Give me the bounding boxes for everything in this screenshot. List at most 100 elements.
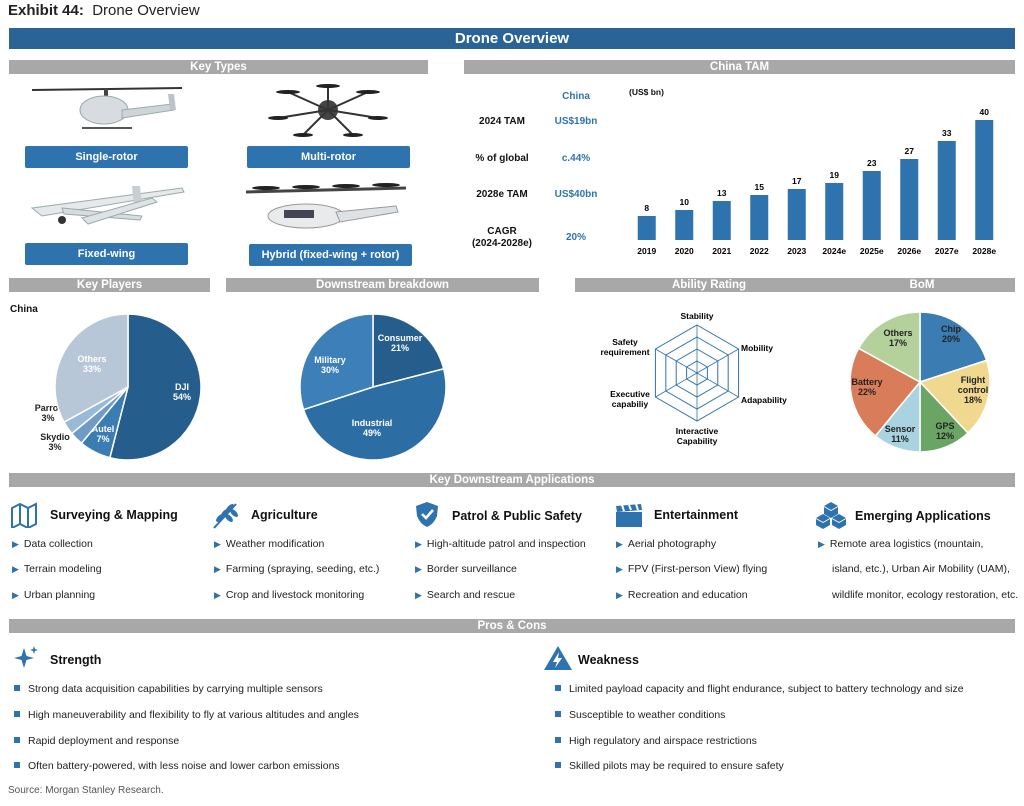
pie-slice	[302, 367, 447, 461]
warning-bolt-icon	[544, 646, 572, 670]
app-title-entertainment: Entertainment	[654, 508, 739, 522]
hybrid-drone-image	[245, 183, 407, 229]
tam-row-value: 20%	[565, 232, 586, 243]
pie-slice	[919, 311, 988, 384]
pie-label: Parrot	[35, 403, 62, 413]
tam-bar-value: 17	[792, 176, 802, 186]
pie-pct: 12%	[936, 431, 954, 441]
section-china-tam: China TAM	[464, 60, 1015, 74]
tam-bar	[862, 171, 881, 240]
pie-pct: 3%	[41, 413, 54, 423]
pie-pct: 21%	[391, 343, 409, 353]
pie-pct: 11%	[891, 434, 909, 444]
list-item: ▶ Urban planning	[12, 589, 96, 601]
pie-slice	[108, 313, 202, 461]
tam-bar-value: 33	[942, 128, 952, 138]
pie-label: Skydio	[40, 432, 70, 442]
strength-item: High maneuverability and flexibility to …	[14, 709, 359, 721]
pie-pct: 33%	[83, 364, 101, 374]
tam-bar	[712, 201, 731, 240]
radar-axis-label: Mobility	[741, 343, 773, 353]
weakness-item: Skilled pilots may be required to ensure…	[555, 760, 784, 772]
strength-item: Strong data acquisition capabilities by …	[14, 683, 323, 695]
pie-pct: 20%	[942, 334, 960, 344]
single-rotor-drone-image	[31, 87, 183, 129]
source-note: Source: Morgan Stanley Research.	[8, 785, 164, 796]
tam-row-value: US$40bn	[554, 189, 598, 200]
radar-axis-label: Executive	[610, 389, 650, 399]
strength-item: Often battery-powered, with less noise a…	[14, 760, 340, 772]
section-key-players: Key Players	[9, 278, 210, 292]
pie-slice	[918, 359, 991, 435]
type-multi-rotor: Multi-rotor	[247, 146, 410, 168]
tam-row-label: 2024 TAM	[479, 116, 525, 127]
type-fixed-wing: Fixed-wing	[25, 243, 188, 265]
tam-bar	[937, 141, 956, 240]
pie-slice	[299, 313, 374, 411]
radar-axis	[655, 372, 698, 398]
tam-bar	[975, 120, 994, 240]
section-downstream: Downstream breakdown	[226, 278, 539, 292]
tam-bar-chart: 8 2019 10 2020 13 2021 15 2022 17 2023 19 2024e 23 20…	[637, 107, 996, 256]
radar-axis-label: capabiliy	[612, 399, 649, 409]
list-item: ▶ Data collection	[12, 538, 93, 550]
tam-bar-value: 15	[755, 182, 765, 192]
tam-bar	[825, 183, 844, 240]
strength-item: Rapid deployment and response	[14, 735, 179, 747]
tam-x-tick: 2025e	[860, 246, 884, 256]
radar-axis-label: Safety	[612, 337, 638, 347]
sparkle-icon	[14, 646, 38, 668]
pie-pct: 49%	[363, 428, 381, 438]
list-item: ▶ Farming (spraying, seeding, etc.)	[214, 563, 380, 575]
tam-bar	[787, 189, 806, 240]
section-ability: Ability Rating	[575, 278, 843, 292]
tam-table-header: China	[562, 91, 590, 102]
tam-row-value: c.44%	[561, 153, 591, 164]
tam-x-tick: 2028e	[972, 246, 996, 256]
tam-x-tick: 2020	[675, 246, 694, 256]
tam-row-label: 2028e TAM	[476, 189, 528, 200]
app-title-surveying: Surveying & Mapping	[50, 508, 178, 522]
section-pros-cons: Pros & Cons	[9, 619, 1015, 633]
weakness-item: High regulatory and airspace restriction…	[555, 735, 757, 747]
list-item: ▶ Crop and livestock monitoring	[214, 589, 365, 601]
list-item: ▶ Recreation and education	[616, 589, 748, 601]
pie-label: GPS	[935, 421, 954, 431]
pie-pct: 3%	[48, 442, 61, 452]
pie-label: Others	[883, 328, 912, 338]
overview-banner: Drone Overview	[9, 28, 1015, 49]
list-item: ▶ Terrain modeling	[12, 563, 102, 575]
list-item: ▶ High-altitude patrol and inspection	[415, 538, 586, 550]
wheat-icon	[213, 503, 238, 529]
key-players-region: China	[10, 304, 38, 315]
tam-x-tick: 2026e	[897, 246, 921, 256]
tam-unit-label: (US$ bn)	[629, 87, 664, 97]
tam-bar-value: 10	[680, 197, 690, 207]
tam-bar-value: 19	[830, 170, 840, 180]
ability-radar-chart: Stability Mobility Adapability InteractiveC…	[600, 311, 787, 446]
tam-row-label: % of global	[475, 153, 529, 164]
radar-axis-label: Adapability	[741, 395, 787, 405]
type-single-rotor: Single-rotor	[25, 146, 188, 168]
fixed-wing-drone-image	[30, 186, 185, 225]
cubes-icon	[816, 502, 846, 529]
list-item-continued: island, etc.), Urban Air Mobility (UAM),	[832, 563, 1010, 575]
weakness-title: Weakness	[578, 653, 639, 667]
pie-label: Industrial	[352, 418, 393, 428]
radar-axis-label: Stability	[680, 311, 713, 321]
strength-title: Strength	[50, 653, 102, 667]
weakness-item: Susceptible to weather conditions	[555, 709, 725, 721]
pie-label: Sensor	[885, 424, 916, 434]
pie-pct: 54%	[173, 392, 191, 402]
type-hybrid: Hybrid (fixed-wing + rotor)	[249, 244, 412, 266]
tam-bar-value: 40	[980, 107, 990, 117]
radar-axis-label: requirement	[600, 347, 649, 357]
pie-slice	[54, 313, 129, 424]
list-item-continued: wildlife monitor, ecology restoration, e…	[832, 589, 1019, 601]
pie-label: Chip	[941, 324, 961, 334]
pie-slice	[849, 347, 922, 437]
pie-label: Others	[77, 354, 106, 364]
tam-bar	[637, 216, 656, 240]
tam-bar	[675, 210, 694, 240]
